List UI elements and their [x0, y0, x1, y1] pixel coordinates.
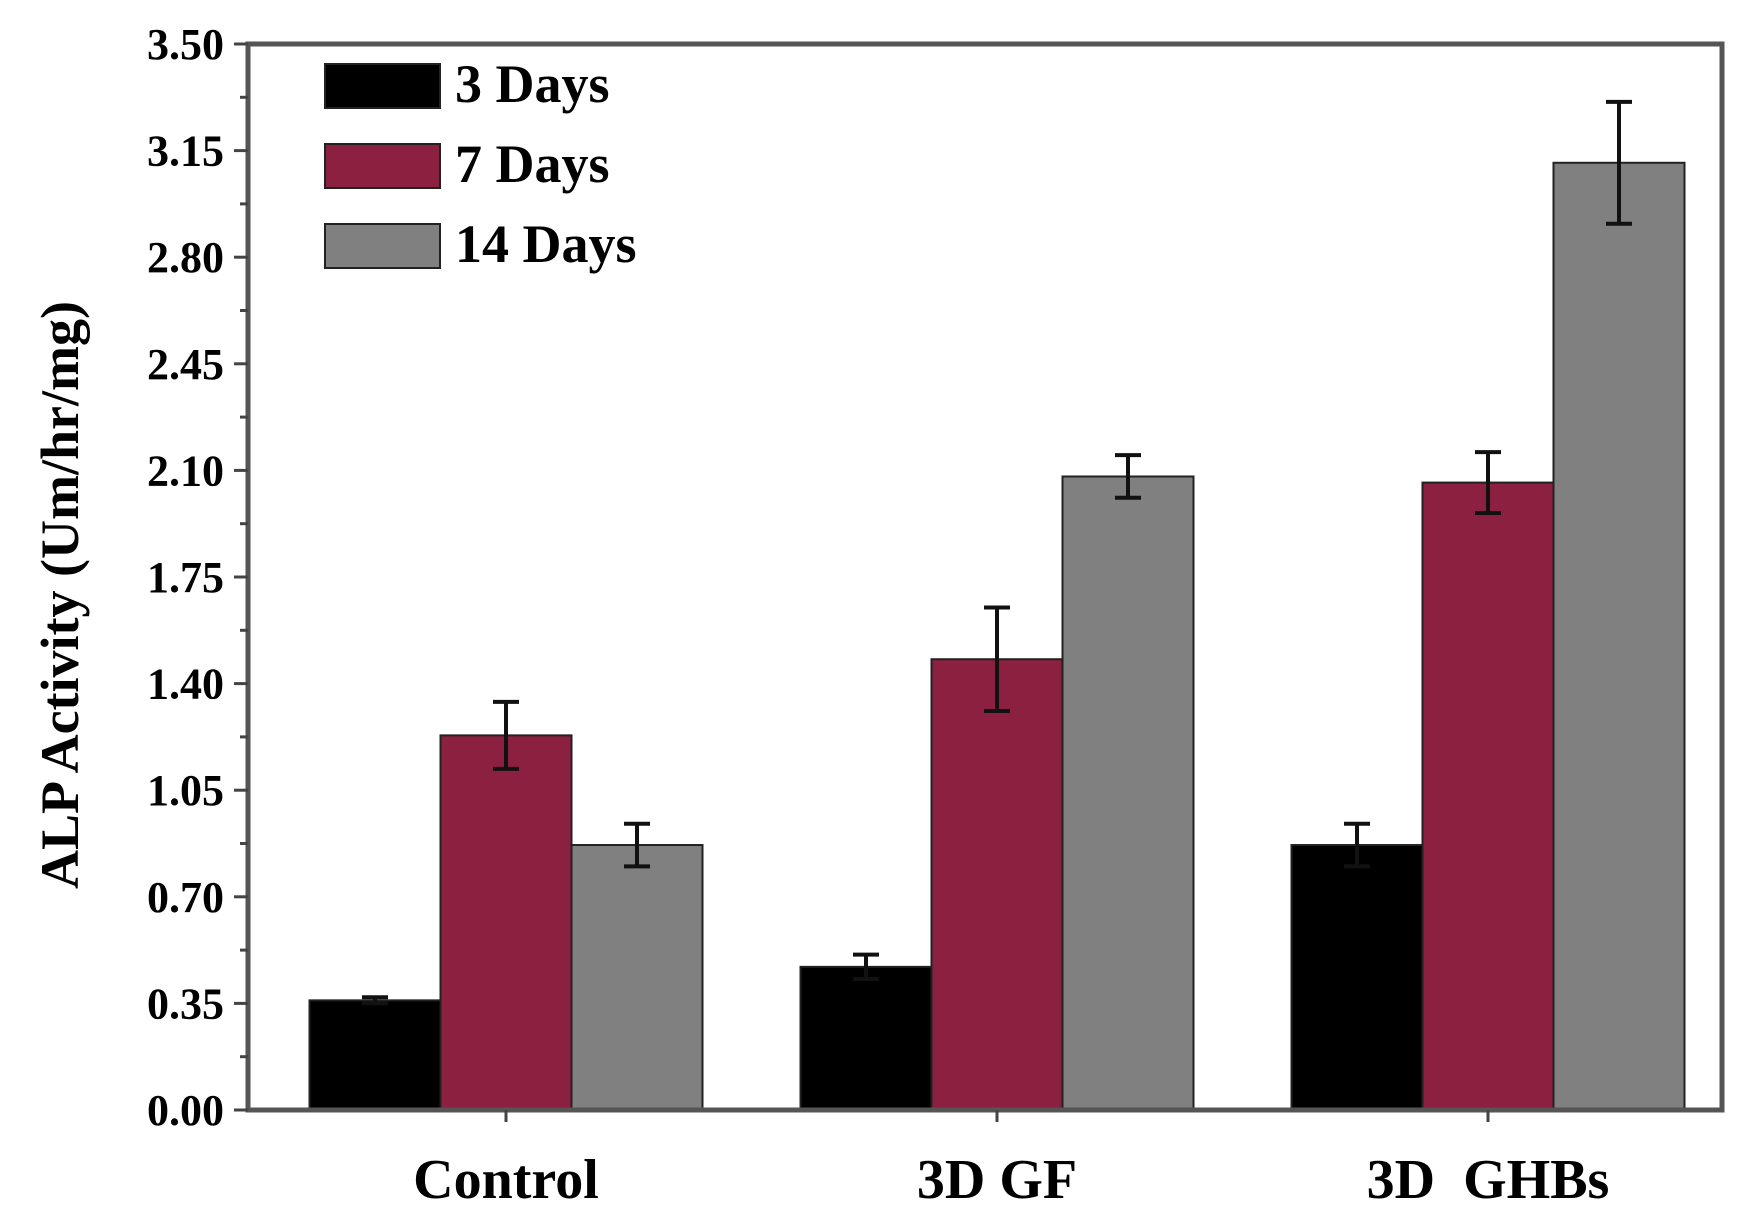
- x-category-label: Control: [413, 1149, 599, 1211]
- bar-7-days-control: [439, 734, 573, 1111]
- error-bar: [1115, 453, 1141, 500]
- legend-entry: 3 Days: [324, 54, 610, 114]
- error-bar: [624, 821, 650, 869]
- x-category-label: 3D GHBs: [1367, 1149, 1610, 1211]
- y-tick-label: 2.45: [147, 340, 224, 389]
- legend-swatch: [324, 143, 441, 189]
- legend-entry: 14 Days: [324, 214, 637, 274]
- error-bar: [493, 699, 519, 771]
- bar-3-days-3d-ghbs: [1290, 844, 1424, 1111]
- legend: 3 Days 7 Days 14 Days: [324, 54, 637, 274]
- bars-group: [308, 161, 1686, 1112]
- bar-3-days-control: [308, 999, 442, 1112]
- bar-7-days-3d-gf: [930, 658, 1064, 1112]
- bar-3-days-3d-gf: [799, 965, 933, 1112]
- y-tick-label: 0.35: [147, 979, 224, 1028]
- error-bar: [1606, 99, 1632, 226]
- error-bars-group: [362, 99, 1632, 1006]
- error-bar: [853, 952, 879, 982]
- legend-swatch: [324, 63, 441, 109]
- y-tick-label: 2.80: [147, 233, 224, 282]
- y-tick-label: 0.70: [147, 873, 224, 922]
- y-tick-label: 3.50: [147, 20, 224, 69]
- y-tick-label: 3.15: [147, 127, 224, 176]
- legend-label: 14 Days: [455, 214, 637, 274]
- axes-group: 0.00 0.35 0.70 1.05 1.40 1.75 2.10 2.45 2.80 3.15…: [147, 20, 1609, 1211]
- y-tick-label: 1.75: [147, 553, 224, 602]
- bar-7-days-3d-ghbs: [1421, 481, 1555, 1111]
- x-category-label: 3D GF: [917, 1149, 1077, 1211]
- y-tick-label: 1.05: [147, 766, 224, 815]
- legend-label: 7 Days: [455, 134, 610, 194]
- legend-label: 3 Days: [455, 54, 610, 114]
- legend-swatch: [324, 223, 441, 269]
- bar-14-days-control: [570, 844, 704, 1111]
- error-bar: [362, 995, 388, 1006]
- bar-14-days-3d-ghbs: [1552, 161, 1686, 1112]
- error-bar: [984, 605, 1010, 714]
- bar-14-days-3d-gf: [1061, 475, 1195, 1111]
- y-axis-title: ALP Activity (Um/hr/mg): [30, 301, 90, 889]
- error-bar: [1475, 450, 1501, 516]
- legend-entry: 7 Days: [324, 134, 610, 194]
- y-tick-label: 2.10: [147, 446, 224, 495]
- y-tick-label: 0.00: [147, 1086, 224, 1135]
- y-tick-label: 1.40: [147, 660, 224, 709]
- error-bar: [1344, 821, 1370, 869]
